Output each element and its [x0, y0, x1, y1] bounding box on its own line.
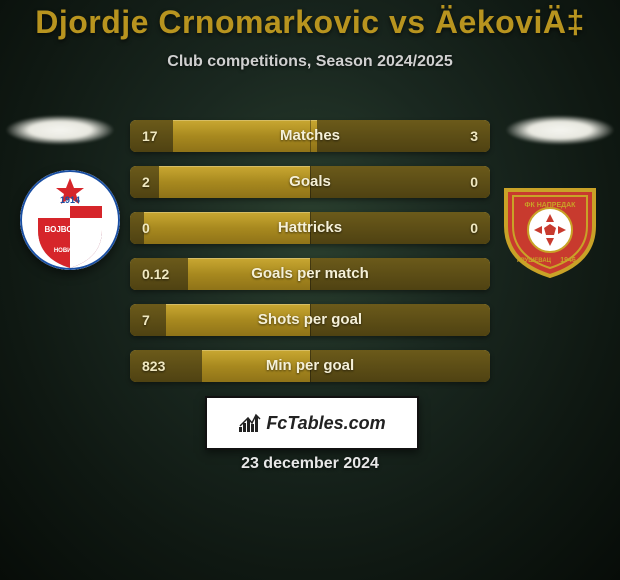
svg-text:НОВИ САД: НОВИ САД	[54, 248, 87, 254]
brand-badge: FcTables.com	[205, 396, 419, 450]
page-subtitle: Club competitions, Season 2024/2025	[0, 53, 620, 71]
svg-text:1914: 1914	[60, 195, 80, 205]
svg-text:ВОЈВОДИНА: ВОЈВОДИНА	[45, 225, 96, 234]
page-title: Djordje Crnomarkovic vs ÄekoviÄ‡	[0, 0, 620, 41]
svg-text:1946: 1946	[560, 257, 576, 264]
stat-row: 20Goals	[130, 166, 490, 198]
brand-icon	[238, 413, 262, 433]
brand-text: FcTables.com	[266, 413, 385, 434]
svg-text:КРУШЕВАЦ: КРУШЕВАЦ	[517, 258, 552, 264]
stat-label: Hattricks	[130, 212, 490, 244]
spotlight-right	[505, 115, 615, 145]
date-text: 23 december 2024	[0, 455, 620, 473]
stat-label: Shots per goal	[130, 304, 490, 336]
club-left-crest: 1914 ВОЈВОДИНА НОВИ САД	[20, 170, 120, 270]
stat-row: 00Hattricks	[130, 212, 490, 244]
comparison-bar-chart: 173Matches 20Goals 00Hattricks 0.12Goals pe…	[130, 120, 490, 396]
stat-row: 7Shots per goal	[130, 304, 490, 336]
stat-row: 823Min per goal	[130, 350, 490, 382]
stat-row: 173Matches	[130, 120, 490, 152]
spotlight-left	[5, 115, 115, 145]
stat-label: Goals per match	[130, 258, 490, 290]
stat-label: Goals	[130, 166, 490, 198]
club-right-crest: ФК НАПРЕДАК КРУШЕВАЦ 1946	[500, 178, 600, 278]
stat-label: Min per goal	[130, 350, 490, 382]
stat-label: Matches	[130, 120, 490, 152]
stat-row: 0.12Goals per match	[130, 258, 490, 290]
